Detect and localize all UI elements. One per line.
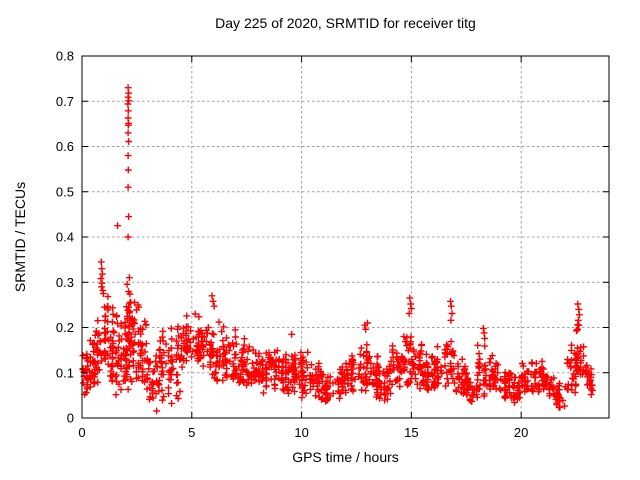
x-tick-label: 15 — [404, 425, 418, 440]
data-points — [79, 84, 596, 415]
y-tick-label: 0 — [67, 411, 74, 426]
y-tick-label: 0.8 — [56, 49, 74, 64]
y-tick-label: 0.5 — [56, 184, 74, 199]
y-tick-label: 0.7 — [56, 94, 74, 109]
x-axis-title: GPS time / hours — [292, 449, 399, 465]
x-tick-label: 10 — [294, 425, 308, 440]
y-tick-label: 0.4 — [56, 230, 74, 245]
x-tick-label: 20 — [514, 425, 528, 440]
x-tick-label: 0 — [78, 425, 85, 440]
x-tick-label: 5 — [188, 425, 195, 440]
y-tick-label: 0.3 — [56, 275, 74, 290]
axis-ticks — [81, 55, 609, 419]
y-tick-label: 0.2 — [56, 320, 74, 335]
chart-title: Day 225 of 2020, SRMTID for receiver tit… — [215, 15, 476, 31]
y-tick-label: 0.6 — [56, 139, 74, 154]
y-tick-label: 0.1 — [56, 365, 74, 380]
